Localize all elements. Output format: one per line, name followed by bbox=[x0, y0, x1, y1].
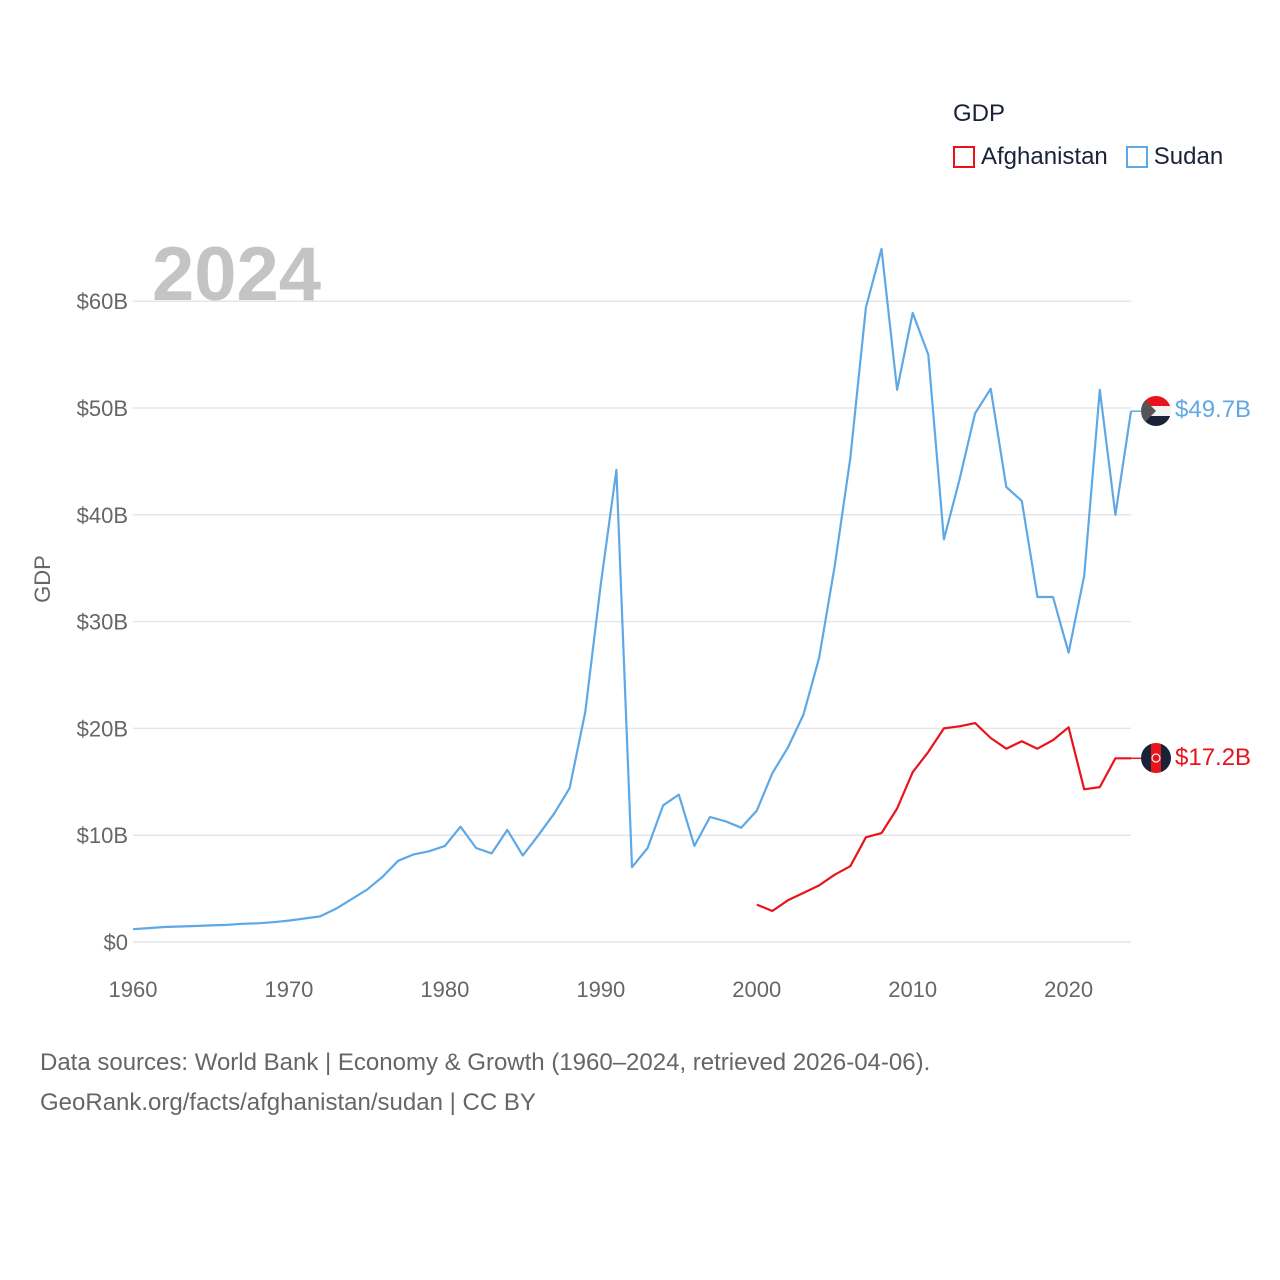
sudan-flag-icon bbox=[1141, 396, 1171, 426]
x-tick-label: 1960 bbox=[109, 977, 158, 1002]
x-tick-label: 2000 bbox=[732, 977, 781, 1002]
x-tick-label: 1970 bbox=[264, 977, 313, 1002]
x-tick-label: 1990 bbox=[576, 977, 625, 1002]
legend-title: GDP bbox=[953, 100, 1006, 127]
source-line-2[interactable]: GeoRank.org/facts/afghanistan/sudan | CC… bbox=[40, 1089, 536, 1116]
y-tick-label: $40B bbox=[77, 503, 128, 528]
series-line-sudan bbox=[132, 247, 1133, 931]
legend-swatch-sudan bbox=[1125, 146, 1148, 168]
y-tick-label: $60B bbox=[77, 289, 128, 314]
legend: Afghanistan Sudan bbox=[953, 143, 1223, 171]
y-axis-title: GDP bbox=[30, 555, 55, 603]
legend-item-sudan[interactable]: Sudan bbox=[1125, 143, 1224, 171]
x-tick-label: 2020 bbox=[1044, 977, 1093, 1002]
afghanistan-end-label: $17.2B bbox=[1175, 744, 1251, 771]
legend-swatch-afghanistan bbox=[953, 146, 975, 168]
afghanistan-flag-icon bbox=[1141, 743, 1171, 773]
y-tick-label: $20B bbox=[77, 716, 128, 741]
legend-label-sudan: Sudan bbox=[1153, 143, 1224, 170]
source-line-1: Data sources: World Bank | Economy & Gro… bbox=[40, 1049, 931, 1076]
y-tick-label: $10B bbox=[77, 823, 128, 848]
legend-item-afghanistan[interactable]: Afghanistan bbox=[953, 143, 1108, 171]
sudan-end-label: $49.7B bbox=[1175, 396, 1251, 423]
big-year-label: 2024 bbox=[152, 232, 321, 317]
legend-label-afghanistan: Afghanistan bbox=[981, 143, 1108, 170]
y-tick-label: $0 bbox=[104, 930, 128, 955]
x-tick-label: 2010 bbox=[888, 977, 937, 1002]
data-source-note: Data sources: World Bank | Economy & Gro… bbox=[40, 1043, 930, 1123]
y-tick-label: $50B bbox=[77, 396, 128, 421]
series-line-afghanistan bbox=[756, 721, 1131, 913]
x-tick-label: 1980 bbox=[420, 977, 469, 1002]
y-tick-label: $30B bbox=[77, 610, 128, 635]
